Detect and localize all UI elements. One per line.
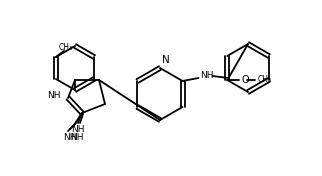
Text: NH: NH xyxy=(63,133,77,142)
Text: O: O xyxy=(241,75,249,85)
Text: N: N xyxy=(162,55,170,65)
Text: NH: NH xyxy=(70,133,84,142)
Text: NH: NH xyxy=(201,71,214,80)
Text: CH₃: CH₃ xyxy=(257,76,271,84)
Text: CH₃: CH₃ xyxy=(59,43,73,52)
Text: NH: NH xyxy=(71,125,85,134)
Text: NH: NH xyxy=(48,92,61,100)
